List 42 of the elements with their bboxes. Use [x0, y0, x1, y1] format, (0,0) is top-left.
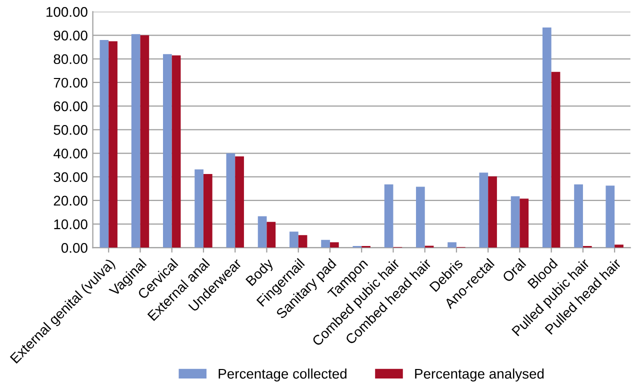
bar [551, 72, 560, 248]
legend-label: Percentage analysed [415, 368, 544, 382]
bar [203, 174, 212, 248]
bar [172, 55, 181, 248]
y-tick-label: 60.00 [54, 101, 88, 112]
bar [258, 216, 267, 248]
bar [108, 41, 118, 248]
y-tick-label: 0.00 [61, 242, 88, 253]
y-tick-label: 10.00 [54, 219, 88, 230]
legend-label: Percentage collected [218, 368, 346, 382]
bar [448, 242, 456, 248]
bar [510, 196, 520, 248]
bar [416, 186, 425, 248]
y-tick-label: 80.00 [54, 54, 88, 64]
y-tick-label: 50.00 [54, 125, 88, 135]
bar [194, 169, 204, 248]
bar [614, 244, 624, 248]
bar [330, 242, 339, 248]
bar [488, 176, 497, 248]
bar [163, 54, 172, 248]
bar [226, 153, 236, 248]
bar [140, 35, 150, 248]
y-tick-label: 100.00 [46, 7, 88, 17]
y-tick-label: 90.00 [54, 30, 88, 40]
bar [520, 198, 529, 248]
bar [131, 34, 140, 248]
x-tick-label: Oral [502, 258, 526, 283]
y-tick-label: 20.00 [54, 196, 88, 206]
bar [100, 40, 109, 248]
y-tick-label: 70.00 [54, 78, 88, 88]
bar [298, 235, 308, 248]
bar [321, 240, 330, 248]
bar [542, 28, 552, 248]
y-tick-label: 30.00 [54, 172, 88, 182]
bar [266, 222, 276, 248]
bar [574, 184, 583, 248]
bar [384, 184, 394, 248]
y-tick-label: 40.00 [54, 148, 88, 158]
bar [290, 232, 298, 248]
bar [606, 186, 615, 248]
bar [235, 156, 244, 248]
bar [479, 172, 488, 248]
